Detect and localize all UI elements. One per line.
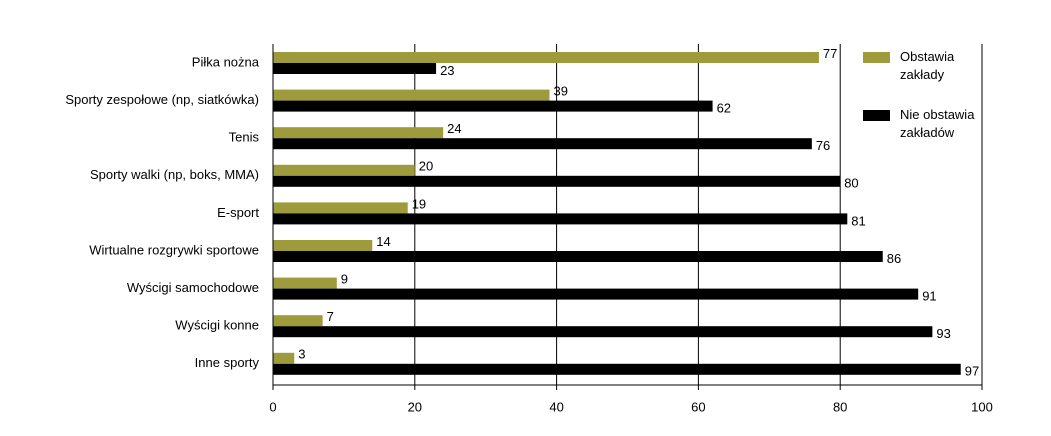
data-label: 7 <box>327 309 334 324</box>
data-label: 81 <box>851 213 865 228</box>
data-label: 93 <box>936 326 950 341</box>
data-label: 39 <box>554 84 568 99</box>
data-label: 9 <box>341 272 348 287</box>
bar <box>273 138 812 150</box>
legend-swatch <box>863 52 890 63</box>
data-label: 91 <box>922 289 936 304</box>
data-label: 3 <box>298 347 305 362</box>
legend-label: Obstawia zakłady <box>900 49 955 82</box>
data-label: 19 <box>412 196 426 211</box>
category-label: Inne sporty <box>195 355 260 370</box>
bar <box>273 127 444 139</box>
bar <box>273 202 408 214</box>
bar <box>273 89 550 101</box>
category-label: Piłka nożna <box>192 54 260 69</box>
bar <box>273 240 373 251</box>
category-label: E-sport <box>217 205 259 220</box>
data-label: 62 <box>717 101 731 116</box>
bar <box>273 164 415 176</box>
data-label: 97 <box>965 364 979 379</box>
bar <box>273 363 961 375</box>
data-label: 86 <box>887 251 901 266</box>
bar <box>273 251 883 262</box>
bar <box>273 175 841 187</box>
category-label: Wirtualne rozgrywki sportowe <box>89 242 259 257</box>
data-label: 14 <box>376 234 390 249</box>
data-label: 24 <box>447 121 461 136</box>
legend-swatch <box>863 110 890 121</box>
category-label: Tenis <box>229 130 260 145</box>
data-label: 77 <box>823 46 837 61</box>
x-tick-label: 100 <box>971 399 993 414</box>
category-label: Sporty zespołowe (np, siatkówka) <box>65 92 259 107</box>
bar <box>273 352 295 364</box>
bar <box>273 213 848 225</box>
x-tick-label: 60 <box>691 399 705 414</box>
category-label: Sporty walki (np, boks, MMA) <box>90 167 259 182</box>
legend-label: Nie obstawia zakładów <box>900 107 975 140</box>
data-label: 20 <box>419 159 433 174</box>
data-label: 80 <box>844 176 858 191</box>
x-tick-label: 0 <box>269 399 276 414</box>
data-label: 76 <box>816 138 830 153</box>
bar <box>273 63 437 74</box>
category-label: Wyścigi samochodowe <box>127 280 259 295</box>
x-tick-label: 80 <box>833 399 847 414</box>
bar <box>273 315 323 327</box>
bar <box>273 326 933 338</box>
category-label: Wyścigi konne <box>175 318 259 333</box>
bar <box>273 288 919 300</box>
bar <box>273 277 337 289</box>
data-label: 23 <box>440 63 454 78</box>
bar <box>273 100 713 112</box>
x-tick-label: 40 <box>549 399 563 414</box>
x-tick-label: 20 <box>408 399 422 414</box>
bar <box>273 52 819 63</box>
